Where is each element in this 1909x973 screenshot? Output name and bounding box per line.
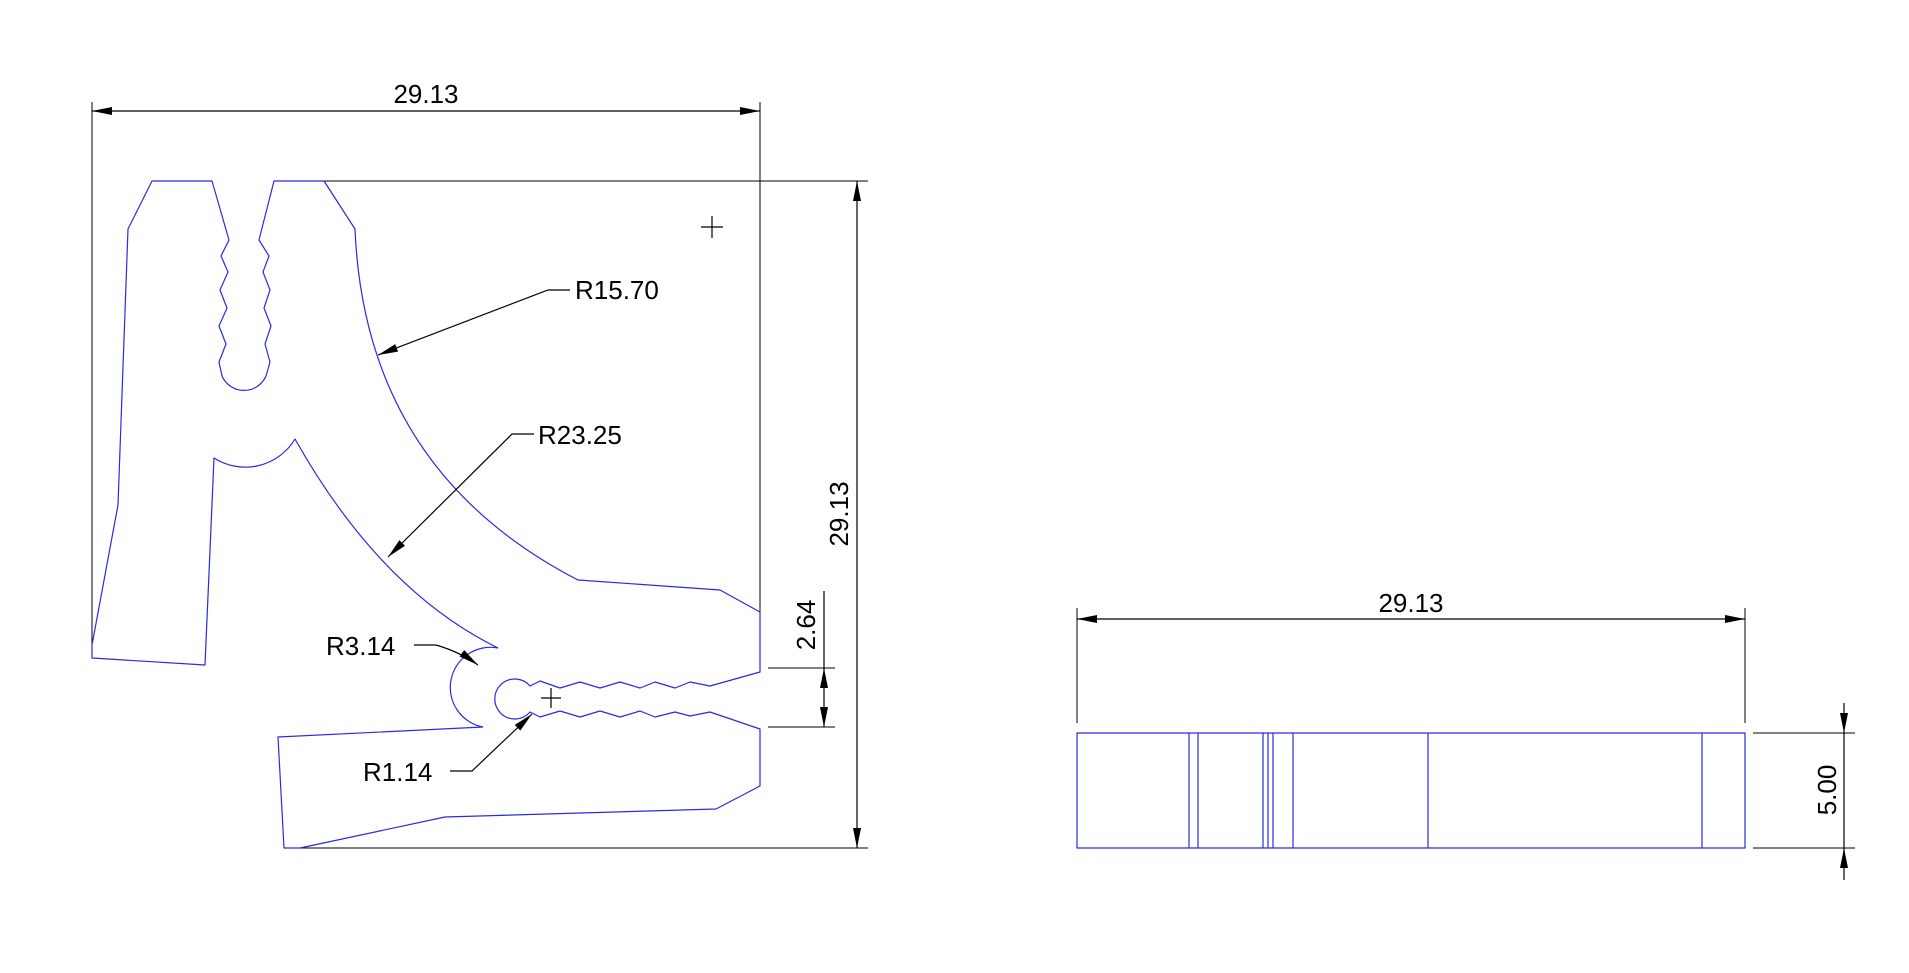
side-width-label: 29.13 — [1378, 588, 1443, 618]
side-thickness-label: 5.00 — [1812, 765, 1842, 816]
top-height-dimension: 29.13 — [300, 180, 868, 849]
upper-jaw-outline — [91, 180, 761, 646]
gap-dimension: 2.64 — [768, 591, 835, 728]
radius-outer-label: R23.25 — [538, 420, 622, 450]
radius-hole-leader: R1.14 — [363, 713, 533, 787]
top-width-dimension: 29.13 — [91, 79, 761, 650]
center-mark-top — [701, 216, 723, 238]
radius-notch-label: R3.14 — [326, 631, 395, 661]
side-profile-outline — [1076, 732, 1746, 849]
left-leg-outline — [91, 438, 499, 666]
radius-hole-label: R1.14 — [363, 757, 432, 787]
top-width-label: 29.13 — [393, 79, 458, 109]
center-mark-hole — [541, 688, 561, 708]
top-view: 29.13 29.13 2.64 — [91, 79, 868, 849]
radius-inner-label: R15.70 — [575, 275, 659, 305]
side-thickness-dimension: 5.00 — [1753, 703, 1855, 880]
radius-inner-leader: R15.70 — [377, 275, 659, 356]
top-height-label: 29.13 — [824, 481, 854, 546]
radius-outer-leader: R23.25 — [387, 420, 622, 558]
side-profile-edges — [1188, 733, 1703, 848]
side-view: 29.13 5.00 — [1076, 588, 1855, 880]
side-width-dimension: 29.13 — [1076, 588, 1746, 723]
notch-arc — [449, 646, 499, 728]
lower-jaw-outline — [277, 612, 761, 849]
radius-notch-leader: R3.14 — [326, 631, 479, 666]
gap-label: 2.64 — [791, 600, 821, 651]
